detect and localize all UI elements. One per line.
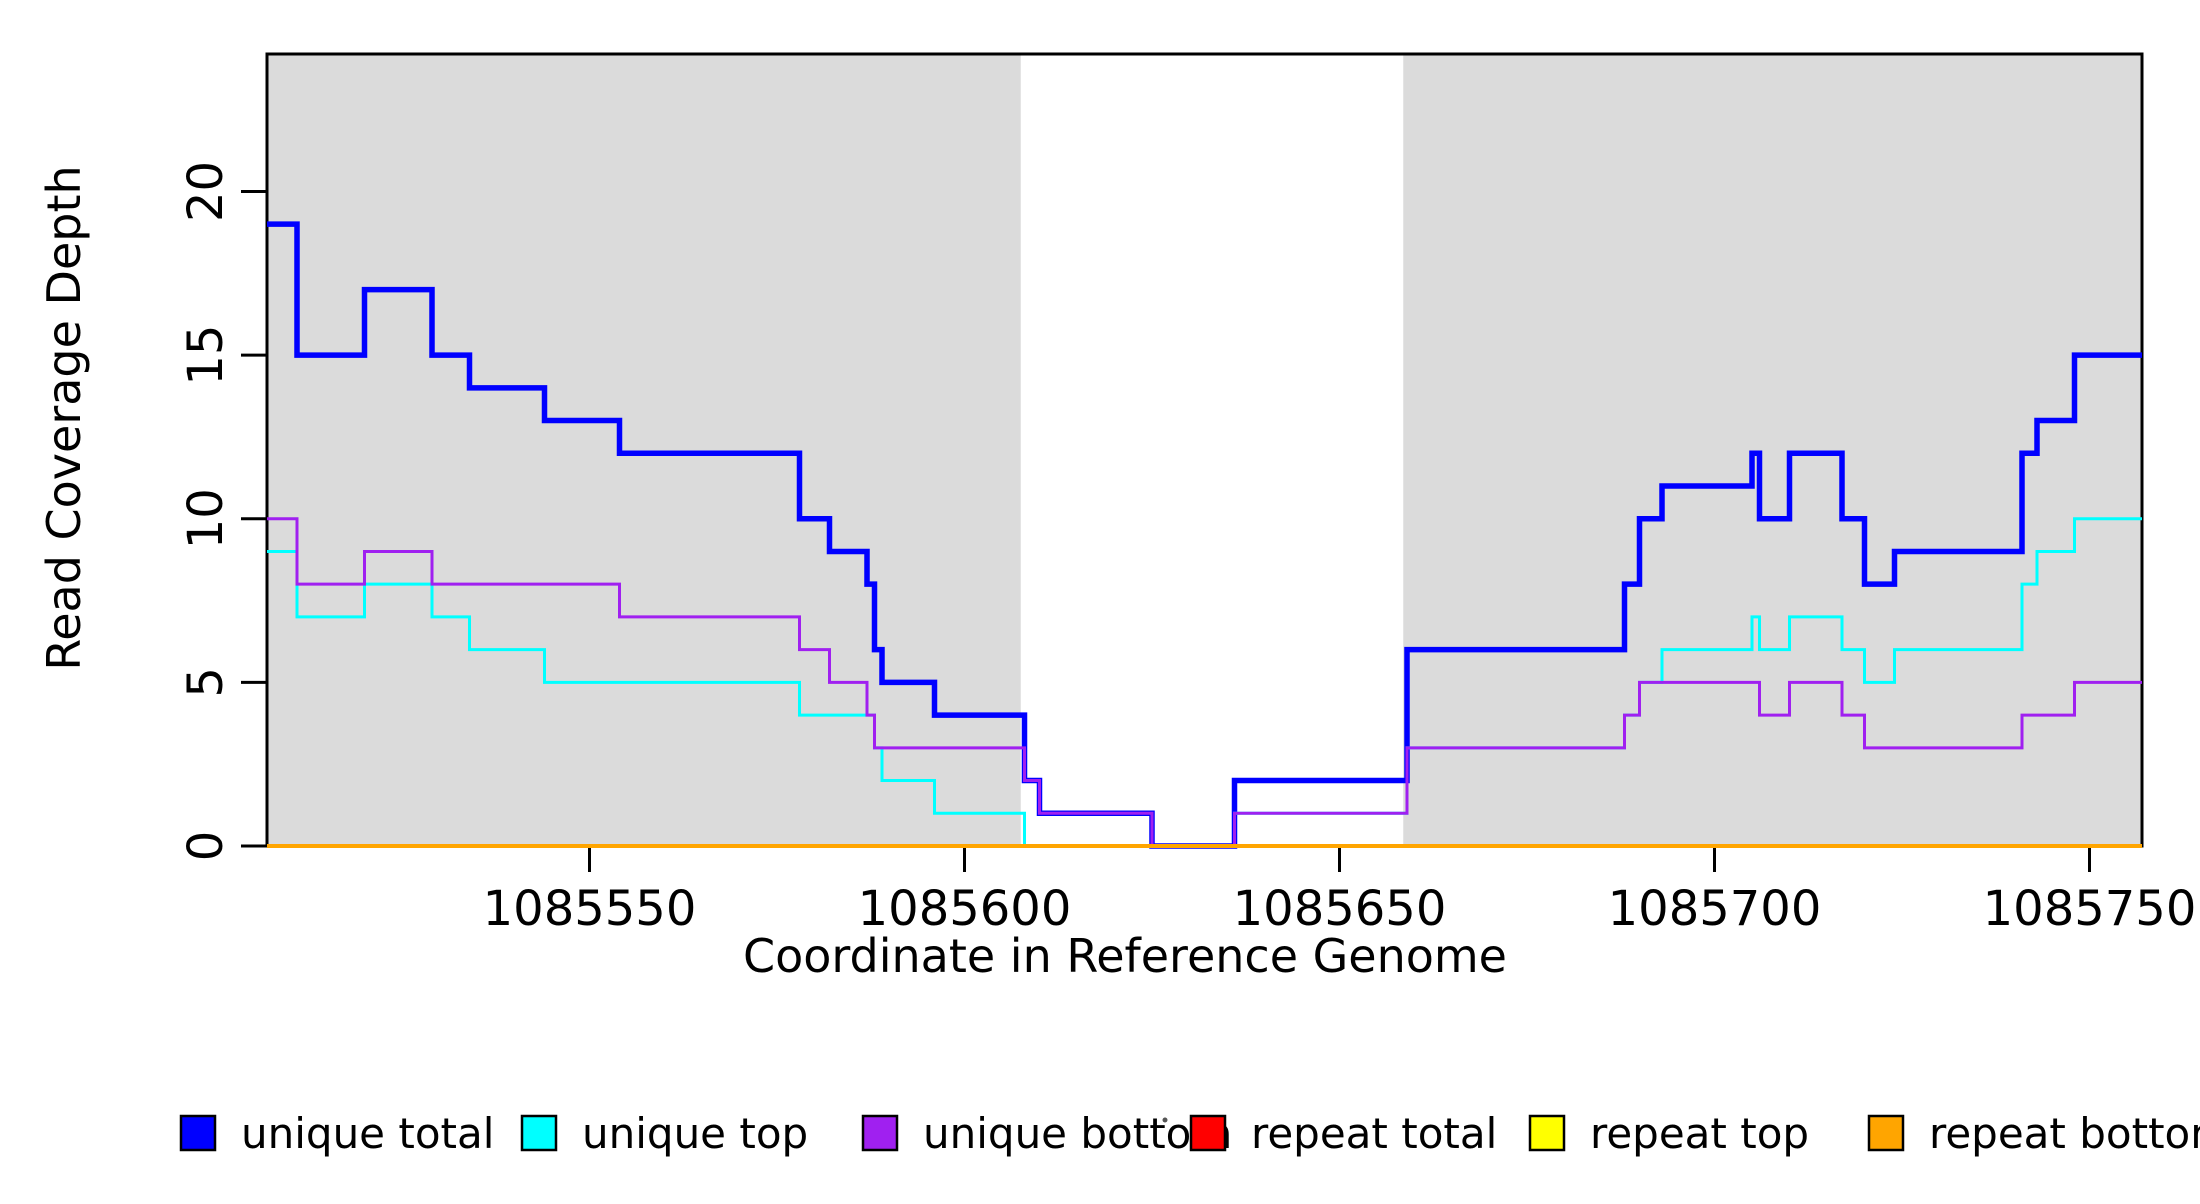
x-axis-title: Coordinate in Reference Genome	[743, 929, 1507, 983]
legend-swatch-repeat-top	[1528, 1114, 1566, 1152]
legend-label-repeat-bottom: repeat bottom	[1929, 1109, 2200, 1158]
legend-label-unique-top: unique top	[582, 1109, 808, 1158]
stray-mark	[1162, 1117, 1168, 1123]
series-lines	[267, 221, 2142, 849]
x-tick-label: 1085750	[1983, 881, 2197, 937]
shaded-region	[1403, 54, 2142, 846]
legend-swatch-unique-top	[520, 1114, 558, 1152]
legend: unique total unique top unique bottom re…	[179, 1109, 2200, 1158]
y-tick-label: 5	[178, 667, 234, 698]
legend-swatch-unique-bottom	[861, 1114, 899, 1152]
y-axis-title: Read Coverage Depth	[37, 165, 91, 670]
legend-label-unique-total: unique total	[241, 1109, 494, 1158]
axes: 1085550 1085600 1085650 1085700 1085750 0 5 10 1…	[178, 52, 2197, 937]
y-tick-label: 15	[178, 325, 234, 386]
x-tick-label: 1085600	[858, 881, 1072, 937]
x-tick-label: 1085550	[483, 881, 697, 937]
y-tick-label: 0	[178, 831, 234, 862]
y-tick-label: 20	[178, 161, 234, 222]
legend-swatch-unique-total	[179, 1114, 217, 1152]
legend-label-repeat-top: repeat top	[1590, 1109, 1809, 1158]
legend-swatch-repeat-total	[1189, 1114, 1227, 1152]
x-tick-label: 1085650	[1233, 881, 1447, 937]
legend-swatch-repeat-bottom	[1867, 1114, 1905, 1152]
x-tick-label: 1085700	[1608, 881, 1822, 937]
shaded-region	[267, 54, 1021, 846]
shaded-regions	[267, 54, 2142, 846]
legend-label-unique-bottom: unique bottom	[923, 1109, 1232, 1158]
y-tick-label: 10	[178, 488, 234, 549]
series-unique-bottom	[267, 517, 2142, 848]
legend-label-repeat-total: repeat total	[1251, 1109, 1497, 1158]
